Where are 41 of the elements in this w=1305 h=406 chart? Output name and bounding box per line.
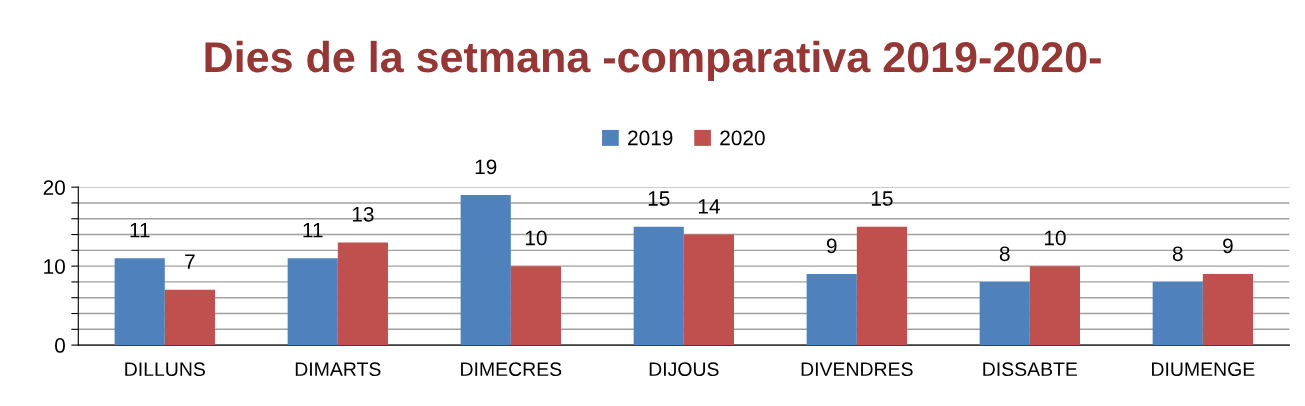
data-label: 10 xyxy=(525,230,547,246)
bar xyxy=(683,234,734,346)
bar xyxy=(806,274,857,346)
x-tick-label: DILLUNS xyxy=(125,362,205,377)
bar xyxy=(164,289,215,346)
data-label: 10 xyxy=(1044,230,1066,246)
data-label: 8 xyxy=(1172,246,1183,262)
bar xyxy=(856,226,907,346)
y-tick-label: 10 xyxy=(44,259,65,274)
chart-title: Dies de la setmana -comparativa 2019-2020- xyxy=(205,40,1101,81)
data-label: 7 xyxy=(185,254,195,269)
data-label: 19 xyxy=(475,159,497,175)
x-tick-label: DIVENDRES xyxy=(801,362,913,377)
data-label: 8 xyxy=(999,246,1010,262)
bar xyxy=(1152,281,1203,346)
bar xyxy=(337,242,388,346)
bar xyxy=(460,195,511,346)
data-label: 15 xyxy=(648,191,670,206)
x-tick-label: DIUMENGE xyxy=(1152,362,1255,377)
y-tick-label: 0 xyxy=(55,338,65,353)
x-tick-label: DIMARTS xyxy=(295,362,381,377)
bar xyxy=(287,258,338,346)
bar xyxy=(1029,266,1080,346)
data-label: 11 xyxy=(130,222,150,238)
bar xyxy=(510,266,561,346)
x-tick-label: DIJOUS xyxy=(649,362,719,377)
bar xyxy=(633,226,684,346)
x-tick-label: DIMECRES xyxy=(461,362,562,377)
legend-label: 2019 xyxy=(628,130,673,146)
data-label: 14 xyxy=(698,199,720,214)
bar xyxy=(979,281,1030,346)
x-tick-label: DISSABTE xyxy=(983,362,1078,377)
data-label: 9 xyxy=(1223,238,1233,254)
bar xyxy=(1202,274,1254,346)
data-label: 9 xyxy=(826,238,837,254)
y-tick-label: 20 xyxy=(43,180,65,195)
data-label: 11 xyxy=(303,222,323,238)
legend-label: 2020 xyxy=(720,130,765,146)
data-label: 15 xyxy=(871,191,893,206)
bar xyxy=(114,258,165,346)
data-label: 13 xyxy=(352,206,374,222)
